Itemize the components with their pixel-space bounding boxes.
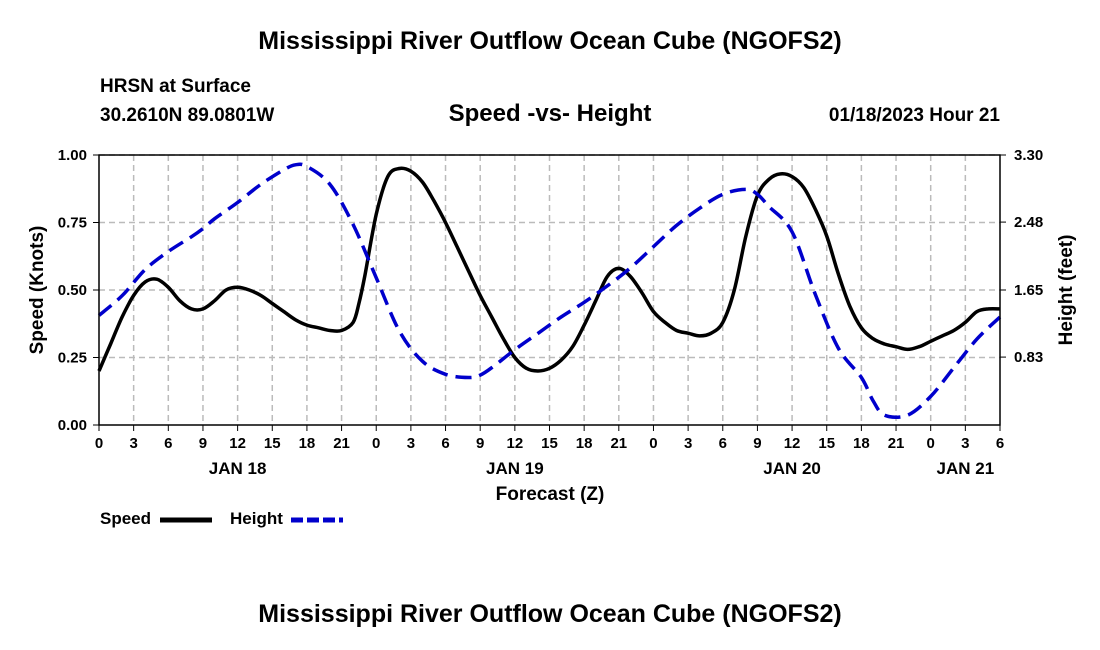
y-tick-label: 0.50: [58, 282, 87, 299]
x-tick-label: 18: [299, 435, 316, 452]
y-tick-label: 0.00: [58, 417, 87, 434]
x-tick-label: 9: [476, 435, 484, 452]
location-label: 30.2610N 89.0801W: [100, 105, 275, 126]
y-tick-label: 0.25: [58, 350, 87, 367]
x-tick-label: 0: [95, 435, 103, 452]
legend-speed-swatch: [160, 517, 212, 523]
x-tick-label: 6: [996, 435, 1004, 452]
x-tick-label: 6: [164, 435, 172, 452]
x-tick-label: 18: [576, 435, 593, 452]
legend-height-swatch: [291, 517, 343, 523]
x-tick-label: 12: [229, 435, 246, 452]
y-tick-label: 1.00: [58, 147, 87, 164]
date-label: JAN 19: [486, 459, 544, 478]
x-tick-label: 6: [719, 435, 727, 452]
y-axis-label: Speed (Knots): [27, 226, 48, 355]
x-tick-label: 15: [541, 435, 558, 452]
chart-subtitle: Speed -vs- Height: [448, 100, 652, 127]
grid-lines: [99, 154, 1000, 425]
y2-tick-label: 3.30: [1014, 147, 1043, 164]
legend-speed-label: Speed: [100, 509, 152, 528]
series-layer: [97, 162, 1002, 420]
x-tick-label: 15: [818, 435, 835, 452]
chart-title: Mississippi River Outflow Ocean Cube (NG…: [258, 27, 842, 55]
y2-tick-label: 1.65: [1014, 282, 1043, 299]
station-label: HRSN at Surface: [100, 76, 251, 97]
y2-tick-label: 2.48: [1014, 214, 1043, 231]
legend-height-label: Height: [230, 509, 283, 528]
x-tick-label: 18: [853, 435, 870, 452]
x-tick-label: 21: [610, 435, 627, 452]
y2-tick-label: 0.83: [1014, 349, 1043, 366]
x-tick-label: 9: [199, 435, 207, 452]
date-label: JAN 21: [937, 459, 995, 478]
x-tick-label: 21: [333, 435, 350, 452]
y2-axis-label: Height (feet): [1056, 235, 1077, 346]
datetime-label: 01/18/2023 Hour 21: [828, 105, 1000, 126]
x-tick-label: 15: [264, 435, 281, 452]
x-tick-label: 3: [684, 435, 692, 452]
x-tick-label: 0: [927, 435, 935, 452]
x-tick-label: 9: [753, 435, 761, 452]
x-tick-label: 3: [407, 435, 415, 452]
y-tick-label: 0.75: [58, 215, 87, 232]
x-tick-label: 6: [441, 435, 449, 452]
footer-title: Mississippi River Outflow Ocean Cube (NG…: [258, 600, 842, 628]
series-line-height: [97, 162, 1002, 420]
axis-ticks: 0 3 6 9 12 15 18 21 0 3 6 9 12 15 18 21 0 3 6 9 12 15 18 21 0 3 6J…: [58, 147, 1043, 478]
x-axis-label: Forecast (Z): [496, 484, 605, 505]
x-tick-label: 12: [507, 435, 524, 452]
series-line-speed: [97, 166, 1001, 373]
date-label: JAN 20: [763, 459, 821, 478]
x-tick-label: 3: [961, 435, 969, 452]
x-tick-label: 0: [372, 435, 380, 452]
speed-height-chart: 0 3 6 9 12 15 18 21 0 3 6 9 12 15 18 21 0 3 6 9 12 15 18 21 0 3 6J…: [27, 147, 1077, 505]
x-tick-label: 21: [888, 435, 905, 452]
x-tick-label: 0: [649, 435, 657, 452]
date-label: JAN 18: [209, 459, 267, 478]
x-tick-label: 3: [129, 435, 137, 452]
x-tick-label: 12: [784, 435, 801, 452]
